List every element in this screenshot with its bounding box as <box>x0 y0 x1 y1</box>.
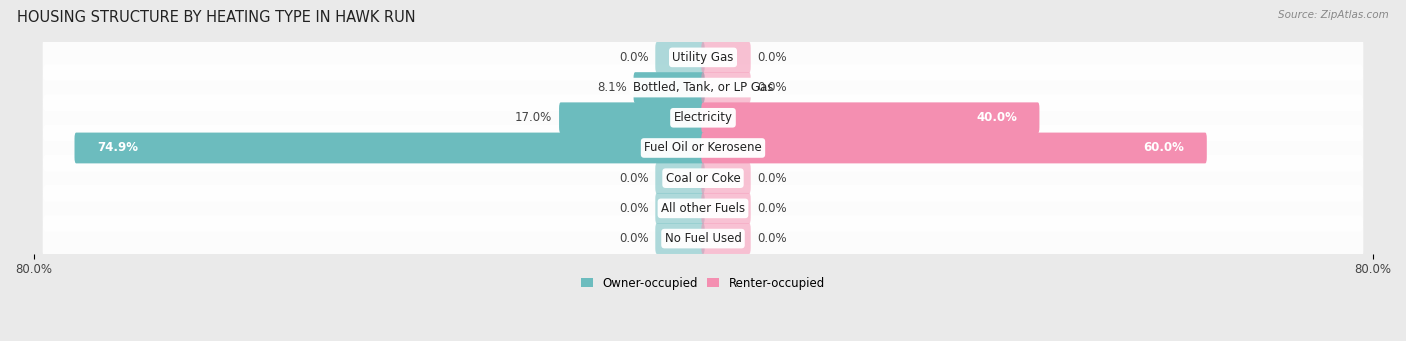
Text: 8.1%: 8.1% <box>598 81 627 94</box>
Text: 17.0%: 17.0% <box>515 111 553 124</box>
FancyBboxPatch shape <box>75 133 704 163</box>
Text: 0.0%: 0.0% <box>758 51 787 64</box>
Text: 0.0%: 0.0% <box>758 232 787 245</box>
FancyBboxPatch shape <box>560 102 704 133</box>
FancyBboxPatch shape <box>655 163 704 194</box>
FancyBboxPatch shape <box>42 125 1364 171</box>
FancyBboxPatch shape <box>42 64 1364 111</box>
FancyBboxPatch shape <box>42 155 1364 202</box>
Text: Electricity: Electricity <box>673 111 733 124</box>
Text: 0.0%: 0.0% <box>619 232 648 245</box>
Text: 0.0%: 0.0% <box>758 202 787 215</box>
FancyBboxPatch shape <box>634 72 704 103</box>
Text: No Fuel Used: No Fuel Used <box>665 232 741 245</box>
FancyBboxPatch shape <box>42 94 1364 141</box>
FancyBboxPatch shape <box>702 42 751 73</box>
FancyBboxPatch shape <box>702 102 1039 133</box>
Text: Bottled, Tank, or LP Gas: Bottled, Tank, or LP Gas <box>633 81 773 94</box>
Text: Utility Gas: Utility Gas <box>672 51 734 64</box>
Text: Coal or Coke: Coal or Coke <box>665 172 741 185</box>
FancyBboxPatch shape <box>42 215 1364 262</box>
Text: Source: ZipAtlas.com: Source: ZipAtlas.com <box>1278 10 1389 20</box>
FancyBboxPatch shape <box>42 34 1364 80</box>
FancyBboxPatch shape <box>655 193 704 224</box>
Text: 0.0%: 0.0% <box>758 81 787 94</box>
FancyBboxPatch shape <box>42 185 1364 232</box>
FancyBboxPatch shape <box>702 223 751 254</box>
Text: 0.0%: 0.0% <box>619 172 648 185</box>
Text: 0.0%: 0.0% <box>619 51 648 64</box>
Text: 0.0%: 0.0% <box>619 202 648 215</box>
Legend: Owner-occupied, Renter-occupied: Owner-occupied, Renter-occupied <box>576 272 830 294</box>
Text: Fuel Oil or Kerosene: Fuel Oil or Kerosene <box>644 142 762 154</box>
FancyBboxPatch shape <box>702 163 751 194</box>
Text: 40.0%: 40.0% <box>976 111 1017 124</box>
Text: 0.0%: 0.0% <box>758 172 787 185</box>
FancyBboxPatch shape <box>655 42 704 73</box>
FancyBboxPatch shape <box>702 72 751 103</box>
Text: 74.9%: 74.9% <box>97 142 138 154</box>
Text: HOUSING STRUCTURE BY HEATING TYPE IN HAWK RUN: HOUSING STRUCTURE BY HEATING TYPE IN HAW… <box>17 10 416 25</box>
FancyBboxPatch shape <box>702 133 1206 163</box>
FancyBboxPatch shape <box>702 193 751 224</box>
Text: 60.0%: 60.0% <box>1143 142 1184 154</box>
FancyBboxPatch shape <box>655 223 704 254</box>
Text: All other Fuels: All other Fuels <box>661 202 745 215</box>
